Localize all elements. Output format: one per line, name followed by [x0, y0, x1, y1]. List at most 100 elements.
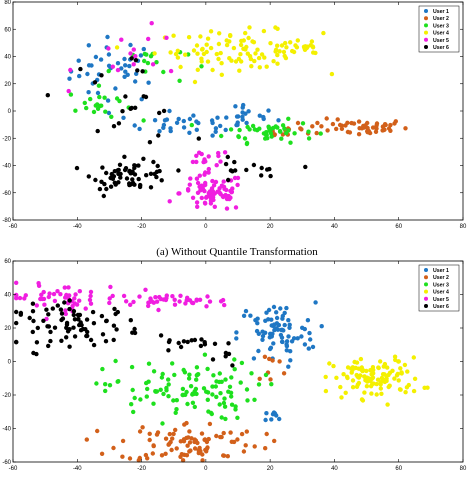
scatter-plot-b: -60 -40 -20 0 20 40 60 80 -60 -40 -20 0 20 40 60 User 1…	[2, 259, 467, 472]
point-user-4	[275, 61, 280, 66]
point-user-6	[230, 169, 235, 174]
point-user-6	[76, 316, 81, 322]
point-user-1	[181, 125, 187, 130]
point-user-1	[105, 98, 111, 103]
point-user-4	[205, 59, 211, 64]
point-user-2	[270, 358, 275, 363]
point-user-1	[241, 313, 247, 318]
point-user-5	[221, 179, 226, 184]
point-user-6	[104, 170, 109, 176]
point-user-5	[39, 292, 44, 297]
point-user-3	[218, 391, 223, 396]
point-user-6	[85, 333, 90, 339]
point-user-4	[275, 52, 280, 58]
y-tick-label: 60	[4, 27, 11, 33]
point-user-3	[282, 126, 287, 131]
point-user-4	[334, 375, 339, 380]
point-user-2	[334, 126, 339, 132]
point-user-4	[370, 365, 376, 370]
point-user-1	[269, 334, 274, 339]
point-user-4	[178, 64, 183, 70]
point-user-4	[411, 388, 417, 394]
point-user-6	[112, 306, 117, 312]
point-user-2	[163, 451, 168, 456]
point-user-1	[287, 325, 292, 330]
point-user-6	[226, 351, 232, 357]
point-user-5	[146, 300, 151, 305]
point-user-1	[269, 317, 274, 322]
point-user-3	[205, 366, 210, 372]
point-user-2	[393, 119, 398, 124]
point-user-5	[108, 284, 113, 290]
y-tick-label: 80	[4, 0, 11, 6]
point-user-2	[219, 434, 224, 440]
point-user-4	[186, 35, 192, 40]
point-user-1	[98, 57, 104, 62]
point-user-3	[189, 122, 194, 128]
point-user-6	[93, 177, 98, 183]
point-user-2	[180, 458, 186, 463]
point-user-6	[122, 154, 127, 159]
y-tick-label: -20	[2, 393, 11, 399]
point-user-5	[188, 176, 193, 181]
point-user-5	[110, 293, 115, 299]
point-user-3	[252, 397, 257, 402]
point-user-6	[178, 344, 184, 350]
point-user-4	[387, 370, 393, 375]
point-user-4	[371, 371, 376, 376]
point-user-4	[245, 51, 250, 56]
point-user-3	[181, 367, 186, 373]
point-user-1	[132, 123, 137, 128]
point-user-3	[107, 383, 113, 388]
point-user-3	[68, 92, 74, 97]
point-user-5	[222, 150, 228, 155]
point-user-4	[364, 384, 370, 389]
point-user-4	[241, 46, 246, 51]
point-user-5	[149, 21, 154, 26]
point-user-2	[170, 436, 175, 441]
point-user-5	[197, 173, 202, 178]
point-user-2	[187, 440, 193, 445]
point-user-1	[85, 71, 90, 77]
point-user-1	[241, 102, 246, 108]
point-user-2	[198, 448, 203, 454]
y-tick-label: -40	[2, 164, 11, 170]
point-user-6	[128, 318, 133, 323]
point-user-3	[217, 371, 222, 376]
point-user-4	[277, 49, 282, 54]
point-user-1	[174, 120, 180, 126]
point-user-2	[179, 452, 184, 457]
point-user-3	[114, 96, 120, 101]
point-user-5	[211, 197, 216, 203]
point-user-3	[292, 131, 297, 136]
point-user-3	[159, 375, 165, 380]
point-user-4	[356, 375, 362, 380]
x-tick-label: -60	[9, 466, 18, 472]
point-user-4	[362, 390, 367, 395]
y-tick-label: 0	[8, 109, 12, 115]
point-user-4	[224, 42, 230, 48]
point-user-4	[349, 370, 354, 375]
point-user-1	[161, 122, 167, 128]
point-user-1	[243, 308, 249, 314]
point-user-1	[286, 334, 291, 339]
point-user-3	[116, 379, 121, 384]
point-user-5	[172, 302, 178, 307]
point-user-3	[174, 407, 179, 412]
point-user-2	[347, 130, 353, 135]
legend-label: User 6	[433, 45, 449, 51]
scatter-plot-a: -60 -40 -20 0 20 40 60 80-80-60-40-20020406080U…	[2, 0, 467, 230]
point-user-4	[114, 45, 120, 50]
point-user-3	[138, 397, 143, 402]
point-user-6	[103, 339, 109, 344]
point-user-3	[144, 380, 149, 386]
point-user-3	[219, 133, 224, 139]
point-user-2	[386, 126, 392, 131]
point-user-3	[286, 116, 291, 122]
point-user-4	[195, 51, 200, 56]
point-user-6	[141, 156, 146, 161]
point-user-2	[319, 124, 324, 129]
point-user-6	[31, 318, 36, 324]
point-user-2	[145, 456, 150, 461]
